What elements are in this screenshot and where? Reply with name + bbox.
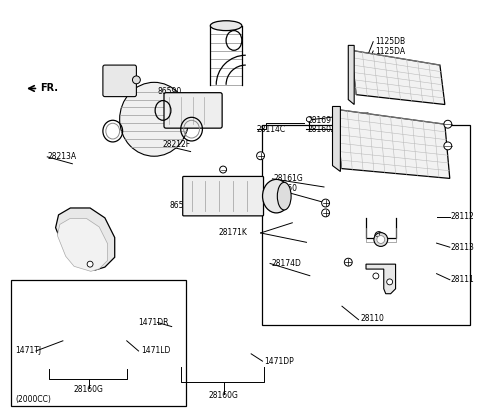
Circle shape: [444, 120, 452, 128]
Text: 28113: 28113: [451, 243, 475, 252]
Text: 1471DR: 1471DR: [139, 318, 169, 327]
Text: 1125DB: 1125DB: [375, 37, 405, 46]
Text: 28212F: 28212F: [162, 140, 191, 149]
Text: 1125DA: 1125DA: [375, 47, 405, 55]
Circle shape: [306, 117, 312, 122]
Text: 86590: 86590: [169, 201, 193, 210]
Ellipse shape: [210, 21, 242, 31]
Circle shape: [220, 166, 227, 173]
Ellipse shape: [120, 82, 189, 156]
Circle shape: [377, 235, 385, 243]
Ellipse shape: [277, 183, 291, 210]
Text: 28112: 28112: [451, 212, 475, 221]
Text: 28169: 28169: [308, 116, 332, 125]
Text: 28161G: 28161G: [274, 174, 303, 183]
Text: 28114C: 28114C: [257, 125, 286, 134]
Circle shape: [322, 209, 330, 217]
Text: 28210: 28210: [210, 201, 233, 210]
Polygon shape: [366, 264, 396, 294]
Circle shape: [375, 232, 383, 240]
Text: 1471LD: 1471LD: [141, 347, 170, 356]
Circle shape: [344, 258, 352, 266]
Circle shape: [132, 76, 140, 84]
Text: 28160: 28160: [274, 184, 298, 193]
Circle shape: [373, 273, 379, 279]
Text: 28171K: 28171K: [219, 228, 248, 237]
Polygon shape: [348, 45, 354, 104]
Text: 28110: 28110: [361, 314, 385, 323]
Text: 28160G: 28160G: [209, 391, 239, 400]
FancyBboxPatch shape: [103, 65, 136, 97]
FancyBboxPatch shape: [164, 93, 222, 128]
Polygon shape: [336, 109, 450, 178]
Circle shape: [87, 261, 93, 267]
FancyBboxPatch shape: [183, 176, 264, 216]
Polygon shape: [56, 208, 115, 270]
Circle shape: [444, 142, 452, 150]
Polygon shape: [351, 50, 445, 104]
Text: 1471TJ: 1471TJ: [15, 347, 42, 356]
Bar: [11, 280, 186, 406]
Text: 1471DP: 1471DP: [264, 357, 294, 366]
Text: 86590: 86590: [157, 87, 182, 96]
Text: 28213A: 28213A: [48, 152, 77, 161]
Circle shape: [387, 279, 393, 285]
Text: (2000CC): (2000CC): [15, 395, 51, 404]
Circle shape: [374, 233, 388, 247]
Circle shape: [257, 152, 264, 160]
Text: 28111: 28111: [451, 275, 475, 284]
Ellipse shape: [263, 179, 290, 213]
Bar: [262, 125, 470, 325]
Text: FR.: FR.: [40, 83, 58, 93]
Polygon shape: [333, 107, 340, 171]
Text: 28160A: 28160A: [308, 125, 337, 134]
Text: 28160G: 28160G: [74, 385, 104, 394]
Circle shape: [322, 199, 330, 207]
Polygon shape: [57, 218, 108, 271]
Text: 28174D: 28174D: [271, 259, 301, 268]
